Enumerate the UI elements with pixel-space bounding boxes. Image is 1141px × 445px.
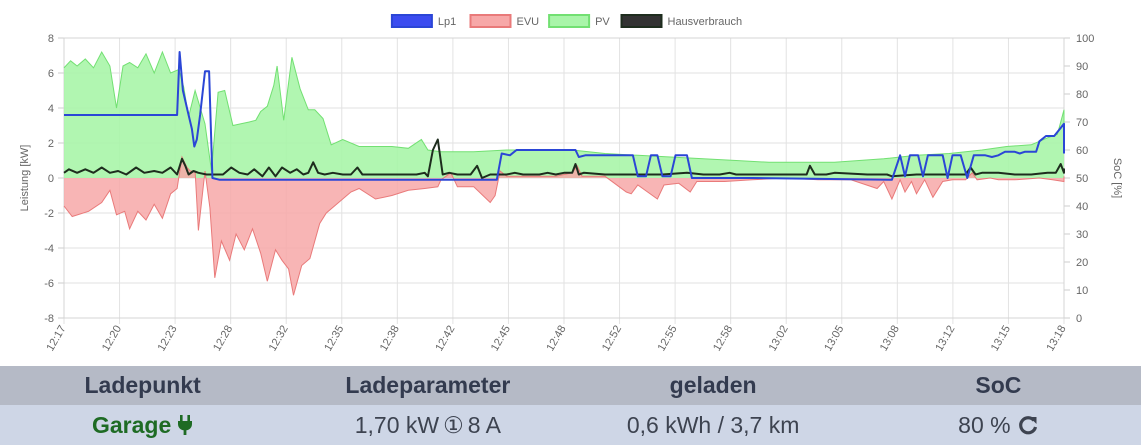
y-right-tick-label: 10 [1076, 285, 1088, 297]
refresh-icon[interactable] [1017, 414, 1039, 436]
chart-lines [63, 51, 1065, 181]
header-soc: SoC [975, 372, 1022, 398]
ladeparameter-cell: 1,70 kW ① 8 A [285, 405, 570, 445]
legend-label-hausverbrauch[interactable]: Hausverbrauch [668, 16, 743, 28]
phase-indicator: ① [443, 411, 464, 438]
charge-power: 1,70 kW [354, 411, 440, 438]
x-tick-label: 12:48 [544, 324, 568, 354]
power-chart: 86420-2-4-6-8100908070605040302010012:17… [19, 14, 1123, 354]
x-tick-label: 13:02 [767, 324, 791, 354]
geladen-cell: 0,6 kWh / 3,7 km [571, 405, 856, 445]
y-right-tick-label: 70 [1076, 117, 1088, 129]
x-tick-label: 12:58 [711, 324, 735, 354]
y-left-tick-label: 2 [48, 138, 54, 150]
x-tick-label: 12:35 [322, 324, 346, 354]
header-ladepunkt: Ladepunkt [84, 372, 201, 398]
x-tick-label: 12:45 [489, 324, 513, 354]
ladepunkt-name[interactable]: Garage [91, 411, 172, 438]
series-line-lp1 [64, 51, 1065, 181]
x-tick-label: 13:12 [933, 324, 957, 354]
y-left-tick-label: 8 [48, 33, 54, 45]
header-ladeparameter: Ladeparameter [345, 372, 511, 398]
x-tick-label: 12:52 [600, 324, 624, 354]
x-tick-label: 12:28 [211, 324, 235, 354]
y-right-tick-label: 30 [1076, 229, 1088, 241]
x-tick-label: 12:42 [433, 324, 457, 354]
status-value-row: Garage 1,70 kW ① 8 A 0,6 kWh / 3,7 km 80… [0, 405, 1141, 445]
y-left-tick-label: -2 [44, 208, 54, 220]
y-right-tick-label: 20 [1076, 257, 1088, 269]
y-left-tick-label: -6 [44, 278, 54, 290]
soc-value: 80 % [958, 411, 1011, 438]
legend-swatch-evu[interactable] [469, 14, 512, 28]
x-tick-label: 12:17 [44, 324, 68, 354]
soc-cell[interactable]: 80 % [856, 405, 1141, 445]
legend-swatch-hausverbrauch[interactable] [620, 14, 663, 28]
x-tick-label: 13:15 [989, 324, 1013, 354]
y-left-tick-label: -8 [44, 313, 54, 325]
y-left-tick-label: -4 [44, 243, 54, 255]
legend-label-pv[interactable]: PV [595, 16, 610, 28]
series-area-evu [64, 157, 1064, 296]
x-tick-label: 12:38 [378, 324, 402, 354]
status-header-row: Ladepunkt Ladeparameter geladen SoC [0, 366, 1141, 405]
status-table: Ladepunkt Ladeparameter geladen SoC Gara… [0, 366, 1141, 445]
x-tick-label: 13:05 [822, 324, 846, 354]
legend-label-lp1[interactable]: Lp1 [438, 16, 456, 28]
y-right-tick-label: 50 [1076, 173, 1088, 185]
y-left-tick-label: 0 [48, 173, 54, 185]
x-tick-label: 13:08 [878, 324, 902, 354]
header-geladen: geladen [669, 372, 757, 398]
chart-legend[interactable]: Lp1 EVU PV Hausverbrauch [390, 14, 743, 28]
y-axis-right-label: SoC [%] [1111, 158, 1123, 198]
legend-label-evu[interactable]: EVU [517, 16, 540, 28]
y-right-tick-label: 60 [1076, 145, 1088, 157]
y-left-tick-label: 4 [48, 103, 54, 115]
y-right-tick-label: 90 [1076, 61, 1088, 73]
series-line-hausverbrauch [63, 138, 1065, 179]
series-outline-evu [63, 155, 1065, 296]
legend-swatch-pv[interactable] [548, 14, 591, 28]
x-tick-label: 12:55 [656, 324, 680, 354]
y-left-tick-label: 6 [48, 68, 54, 80]
charge-current: 8 A [467, 411, 501, 438]
y-right-tick-label: 0 [1076, 313, 1082, 325]
ladepunkt-cell[interactable]: Garage [0, 405, 285, 445]
series-area-pv [64, 52, 1064, 178]
legend-swatch-lp1[interactable] [390, 14, 433, 28]
x-tick-label: 12:23 [156, 324, 180, 354]
y-right-tick-label: 80 [1076, 89, 1088, 101]
y-right-tick-label: 100 [1076, 33, 1094, 45]
x-tick-label: 13:18 [1044, 324, 1068, 354]
chart-area: 8 6 4 2 0 -2 -4 -6 -8 100 90 80 70 60 50 40 30 20 10 0 12:17… [19, 14, 1123, 354]
y-right-tick-label: 40 [1076, 201, 1088, 213]
x-tick-label: 12:20 [100, 324, 124, 354]
y-axis-left-label: Leistung [kW] [19, 145, 31, 212]
x-tick-label: 12:32 [267, 324, 291, 354]
plug-icon [177, 414, 193, 436]
charged-energy: 0,6 kWh / 3,7 km [626, 411, 800, 438]
